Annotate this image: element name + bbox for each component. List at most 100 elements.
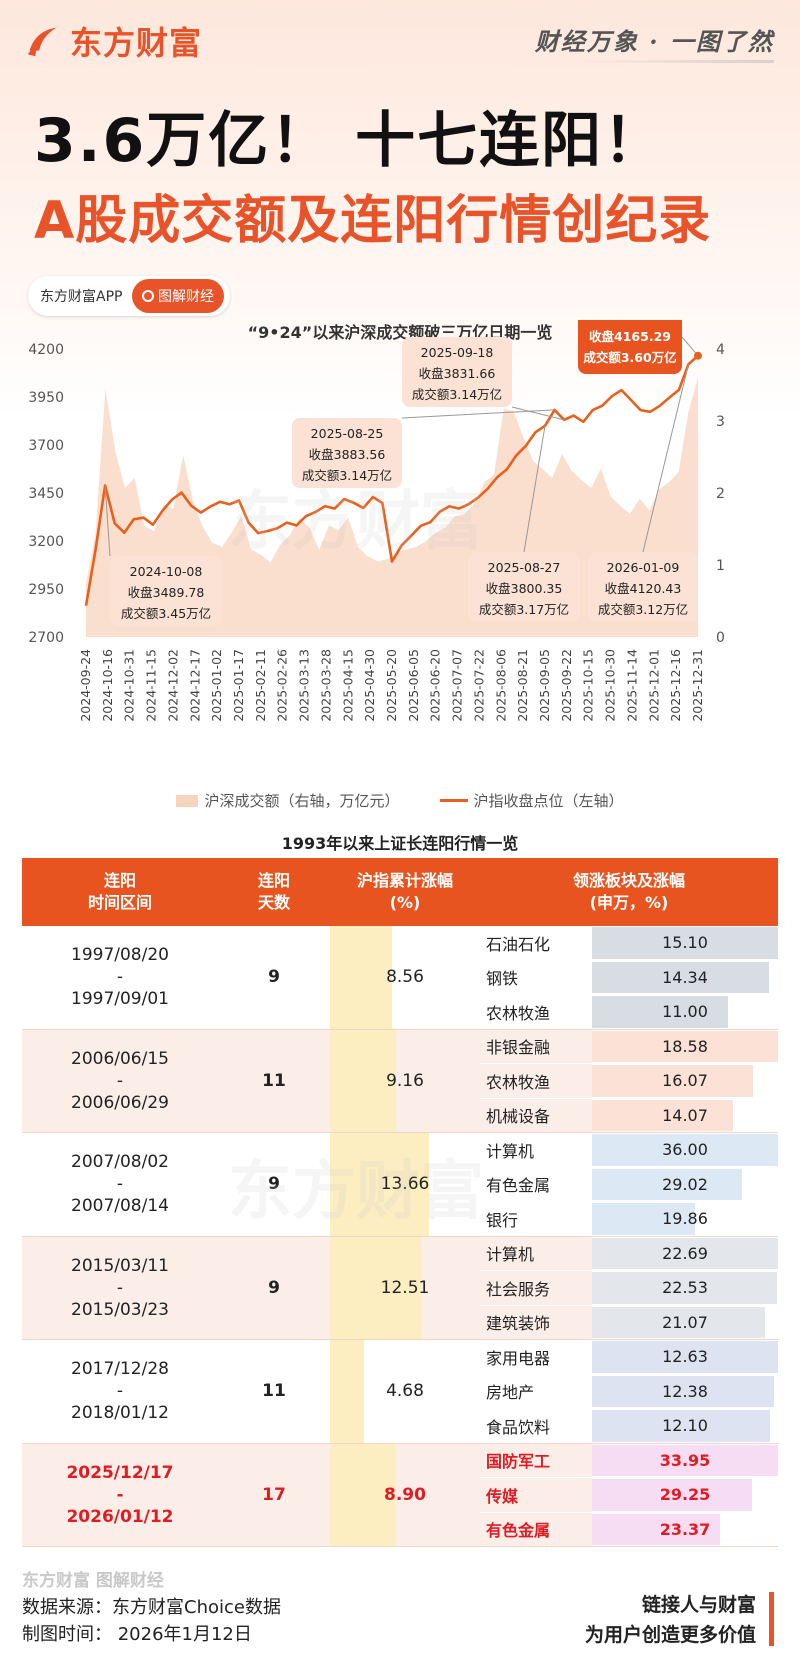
sector-name: 农林牧渔 [486, 1072, 551, 1092]
sector-value: 29.25 [659, 1485, 711, 1505]
x-tick-label: 2024-09-24 [78, 649, 93, 722]
annotation-leader [523, 425, 546, 553]
row-days: 11 [262, 1381, 286, 1402]
x-tick-label: 2025-01-17 [231, 649, 246, 722]
sector-bar [592, 1099, 733, 1131]
sector-value: 22.69 [662, 1243, 708, 1263]
sector-bar-track: 15.10 [592, 926, 778, 960]
sector-row: 计算机 36.00 [480, 1133, 778, 1168]
period-end: 2015/03/23 [71, 1299, 169, 1320]
annotation-text: 2026-01-09 [607, 560, 680, 575]
row-sectors: 计算机 36.00 有色金属 29.02 银行 19.86 [480, 1133, 778, 1236]
sector-bar [592, 1513, 720, 1545]
x-tick-label: 2025-09-22 [559, 649, 574, 722]
sector-bar-track: 21.07 [592, 1305, 778, 1339]
period-end: 2026/01/12 [66, 1506, 174, 1527]
sector-name: 石油石化 [486, 934, 551, 954]
row-period: 1997/08/20-1997/09/01 [22, 926, 218, 1029]
row-period: 2025/12/17-2026/01/12 [22, 1444, 218, 1547]
sector-name: 食品饮料 [486, 1417, 551, 1437]
table-header: 连阳 时间区间 连阳 天数 沪指累计涨幅 (%) 领涨板块及涨幅 (申万，%) [22, 858, 778, 926]
x-tick-label: 2024-11-15 [144, 649, 159, 722]
sector-bar-track: 22.53 [592, 1271, 778, 1305]
sector-bar-track: 12.63 [592, 1340, 778, 1374]
sector-name: 社会服务 [486, 1279, 551, 1299]
period-end: 2018/01/12 [71, 1403, 169, 1424]
table-row: 2006/06/15-2006/06/29 11 9.16 非银金融 18.58 农林牧渔… [22, 1029, 778, 1133]
period-end: 2006/06/29 [71, 1092, 169, 1113]
annotation-text: 2025-09-18 [421, 345, 494, 360]
app-name: 东方财富APP [40, 289, 123, 305]
gain-bar [330, 926, 392, 1029]
sector-name: 建筑装饰 [486, 1314, 551, 1334]
row-days: 11 [262, 1070, 286, 1091]
sector-bar [592, 1341, 778, 1373]
x-tick-label: 2025-10-30 [603, 649, 618, 722]
sector-bar-track: 29.25 [592, 1478, 778, 1512]
table-row: 2007/08/02-2007/08/14 9 13.66 计算机 36.00 有色金属 2… [22, 1133, 778, 1237]
x-tick-label: 2025-03-28 [318, 649, 333, 722]
x-tick-label: 2024-12-02 [165, 649, 180, 722]
sector-bar-track: 14.07 [592, 1098, 778, 1132]
row-period: 2006/06/15-2006/06/29 [22, 1030, 218, 1133]
x-tick-label: 2025-07-07 [450, 649, 465, 722]
y-right-tick-label: 0 [716, 630, 725, 646]
x-tick-label: 2025-06-05 [406, 649, 421, 722]
footer-tagline: 链接人与财富 为用户创造更多价值 [585, 1590, 756, 1650]
legend-label-turnover: 沪深成交额（右轴，万亿元） [204, 792, 400, 810]
row-period: 2017/12/28-2018/01/12 [22, 1340, 218, 1443]
tag-button[interactable]: 图解财经 [132, 279, 224, 313]
x-tick-label: 2025-03-13 [297, 649, 312, 722]
legend-swatch-line [439, 799, 468, 802]
sector-value: 14.07 [662, 1105, 708, 1125]
gain-bar [330, 1443, 395, 1546]
sector-name: 家用电器 [486, 1348, 551, 1368]
brand-name: 东方财富 [70, 24, 203, 62]
x-tick-label: 2025-07-22 [471, 649, 486, 722]
row-period: 2007/08/02-2007/08/14 [22, 1133, 218, 1236]
sector-value: 29.02 [662, 1174, 708, 1194]
row-sectors: 非银金融 18.58 农林牧渔 16.07 机械设备 14.07 [480, 1029, 778, 1132]
legend-item-turnover: 沪深成交额（右轴，万亿元） [176, 790, 400, 811]
sector-name: 机械设备 [486, 1107, 551, 1127]
sector-value: 14.34 [662, 967, 708, 987]
brand-logo-icon [27, 27, 57, 57]
x-tick-label: 2025-04-30 [362, 649, 377, 722]
header-period-line2: 时间区间 [87, 893, 152, 912]
annotation-text: 成交额3.14万亿 [302, 468, 392, 483]
sector-row: 社会服务 22.53 [480, 1271, 778, 1306]
y-left-tick-label: 3700 [28, 438, 64, 454]
period-sep: - [116, 1174, 124, 1195]
annotation-text: 收盘4120.43 [605, 581, 682, 596]
sector-value: 16.07 [662, 1071, 708, 1091]
sector-value: 21.07 [662, 1312, 708, 1332]
sector-row: 建筑装饰 21.07 [480, 1305, 778, 1339]
annotation-text: 成交额3.45万亿 [121, 606, 211, 621]
sector-row: 食品饮料 12.10 [480, 1409, 778, 1443]
row-sectors: 家用电器 12.63 房地产 12.38 食品饮料 12.10 [480, 1340, 778, 1443]
table-title: 1993年以来上证长连阳行情一览 [281, 834, 519, 853]
sector-row: 国防军工 33.95 [480, 1443, 778, 1478]
brand: 东方财富 [24, 18, 202, 64]
gain-value: 9.16 [386, 1070, 424, 1091]
sector-row: 农林牧渔 11.00 [480, 995, 778, 1029]
period-sep: - [116, 1381, 124, 1402]
sector-name: 计算机 [486, 1141, 535, 1161]
header-period-line1: 连阳 [103, 871, 136, 890]
header-sectors-line1: 领涨板块及涨幅 [572, 871, 685, 890]
period-start: 2007/08/02 [71, 1152, 169, 1173]
x-tick-label: 2025-02-11 [253, 649, 268, 722]
sector-value: 15.10 [662, 933, 708, 953]
chart-time: 制图时间： 2026年1月12日 [22, 1624, 252, 1645]
table-row: 2015/03/11-2015/03/23 9 12.51 计算机 22.69 社会服务 2… [22, 1236, 778, 1340]
sector-bar [592, 1237, 778, 1269]
sector-row: 钢铁 14.34 [480, 960, 778, 995]
gain-bar [330, 1029, 397, 1132]
annotation-text: 2026-01-12 [590, 320, 670, 323]
annotation-text: 2025-08-25 [311, 426, 384, 441]
period-start: 1997/08/20 [71, 945, 169, 966]
x-tick-label: 2025-11-14 [624, 649, 639, 722]
sector-bar [592, 927, 778, 959]
sector-row: 石油石化 15.10 [480, 926, 778, 961]
app-pill[interactable]: 东方财富APP 图解财经 [28, 276, 230, 316]
